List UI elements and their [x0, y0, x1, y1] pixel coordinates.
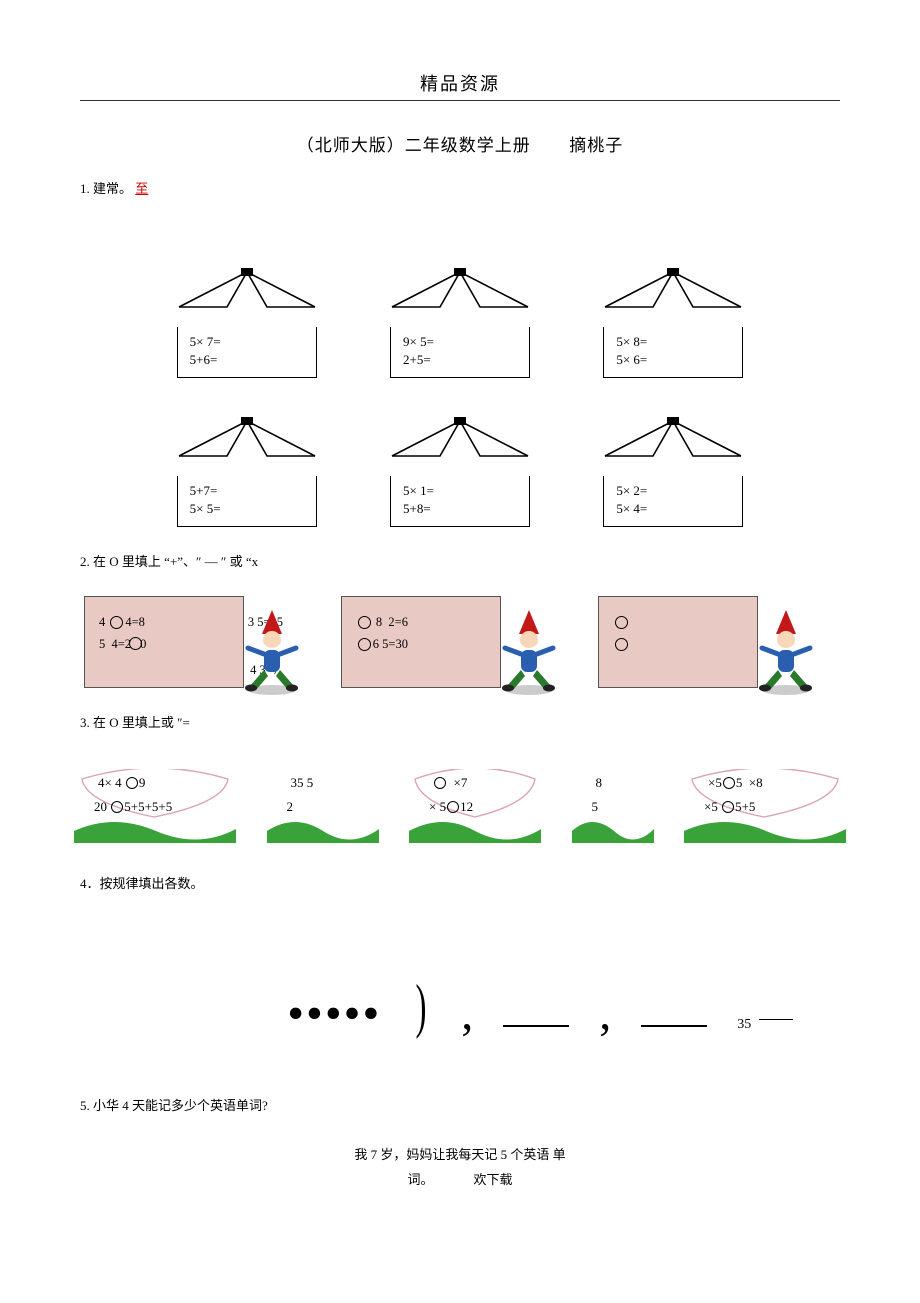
q3-row: 4× 4 9 20 5+5+5+5 35 5 2 ×7 × 512 8 5 ×5… [80, 749, 840, 839]
leaf-icon [267, 769, 379, 843]
board: 8 2=6 6 5=30 [341, 596, 501, 688]
leaf-line: × 512 [429, 799, 473, 815]
q5-label: 5. 小华 4 天能记多少个英语单词? [80, 1095, 840, 1114]
blank-circle-icon [447, 801, 459, 813]
blank-circle-icon [358, 638, 371, 651]
blank-circle-icon [615, 638, 628, 651]
dots-icon: ••••• [287, 986, 381, 1041]
house: 5× 7= 5+6= [177, 249, 317, 378]
houses-row-2: 5+7= 5× 5= 5× 1= 5+8= 5× 2= 5× 4= [140, 398, 780, 527]
leaf-icon [572, 769, 654, 843]
blank-line [641, 1025, 707, 1027]
board: 4 4=8 5 4=20 3 5=15 4 3=7 [84, 596, 244, 688]
q4-number: 35 [737, 1017, 751, 1032]
house-line: 5× 5= [190, 500, 308, 518]
house-line: 5+8= [403, 500, 521, 518]
house: 5+7= 5× 5= [177, 398, 317, 527]
q5-line1: 我 7 岁，妈妈让我每天记 5 个英语 单 [80, 1144, 840, 1163]
q2-row: 4 4=8 5 4=20 3 5=15 4 3=7 8 2=6 6 5=30 [80, 596, 840, 688]
comma-icon: , [461, 986, 473, 1041]
q3-label: 3. 在 O 里填上或 ″= [80, 712, 840, 731]
page-subtitle: （北师大版）二年级数学上册 摘桃子 [80, 131, 840, 156]
board-line: 5 4=20 [99, 633, 233, 655]
house: 9× 5= 2+5= [390, 249, 530, 378]
blank-circle-icon [126, 777, 138, 789]
board-line: 6 5=30 [356, 633, 490, 655]
house-line: 5× 7= [190, 333, 308, 351]
blank-circle-icon [722, 801, 734, 813]
q1-link[interactable]: 至 [135, 181, 148, 196]
leaf-line: 2 [287, 799, 294, 815]
house: 5× 8= 5× 6= [603, 249, 743, 378]
leaf-line: ×55 ×8 [708, 775, 763, 791]
q5-line2: 词。 欢下载 [80, 1169, 840, 1188]
house-roof-icon [390, 249, 530, 327]
house-line: 2+5= [403, 351, 521, 369]
leaf-line: 35 5 [291, 775, 314, 791]
page-header: 精品资源 [80, 70, 840, 101]
board-line [613, 633, 747, 655]
leaf: ×7 × 512 [415, 769, 535, 839]
leaf: ×55 ×8 ×5 5+5 [690, 769, 840, 839]
board [598, 596, 758, 688]
house-line: 5× 6= [616, 351, 734, 369]
blank-circle-icon [111, 801, 123, 813]
blank-circle-icon [723, 777, 735, 789]
house-roof-icon [177, 249, 317, 327]
q1-text: 1. 建常。 [80, 181, 132, 196]
house-roof-icon [390, 398, 530, 476]
gnome-icon [519, 596, 579, 688]
board-line: 8 2=6 [356, 611, 490, 633]
house-line: 5× 1= [403, 482, 521, 500]
q1-label: 1. 建常。 至 [80, 178, 840, 197]
blank-line [503, 1025, 569, 1027]
leaf: 4× 4 9 20 5+5+5+5 [80, 769, 230, 839]
house: 5× 2= 5× 4= [603, 398, 743, 527]
blank-circle-icon [615, 616, 628, 629]
blank-circle-icon [434, 777, 446, 789]
blank-circle-icon [129, 637, 142, 650]
subtitle-right: 摘桃子 [569, 136, 623, 155]
q4-visual: ••••• ) , , 35 [240, 972, 840, 1041]
house: 5× 1= 5+8= [390, 398, 530, 527]
leaf: 8 5 [578, 769, 648, 839]
house-line: 9× 5= [403, 333, 521, 351]
board-line [613, 611, 747, 633]
house-roof-icon [603, 398, 743, 476]
subtitle-left: （北师大版）二年级数学上册 [297, 136, 531, 155]
blank-circle-icon [110, 616, 123, 629]
house-line: 5+7= [190, 482, 308, 500]
houses-row-1: 5× 7= 5+6= 9× 5= 2+5= 5× 8= 5× 6= [140, 249, 780, 378]
leaf-line: ×5 5+5 [704, 799, 755, 815]
gnome-icon [776, 596, 836, 688]
q5-line2b: 欢下载 [474, 1169, 513, 1188]
q2-label: 2. 在 O 里填上 “+”、″ — ″ 或 “x [80, 551, 840, 570]
paren-icon: ) [416, 972, 427, 1041]
house-line: 5× 8= [616, 333, 734, 351]
leaf-line: 4× 4 9 [98, 775, 145, 791]
leaf: 35 5 2 [273, 769, 373, 839]
house-roof-icon [177, 398, 317, 476]
gnome-icon [262, 596, 322, 688]
q4-tail: 35 [737, 1017, 793, 1033]
house-line: 5+6= [190, 351, 308, 369]
leaf-line: ×7 [433, 775, 467, 791]
house-line: 5× 2= [616, 482, 734, 500]
leaf-line: 5 [592, 799, 599, 815]
house-line: 5× 4= [616, 500, 734, 518]
leaf-line: 20 5+5+5+5 [94, 799, 172, 815]
board-line: 4 4=8 [99, 611, 233, 633]
leaf-line: 8 [596, 775, 603, 791]
house-roof-icon [603, 249, 743, 327]
q5-line2a: 词。 [407, 1169, 433, 1188]
q4-label: 4．按规律填出各数。 [80, 873, 840, 892]
blank-line [759, 1019, 793, 1020]
comma-icon: , [599, 986, 611, 1041]
blank-circle-icon [358, 616, 371, 629]
